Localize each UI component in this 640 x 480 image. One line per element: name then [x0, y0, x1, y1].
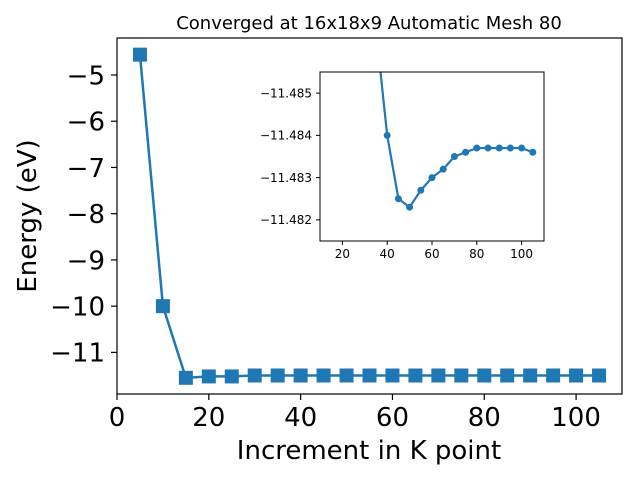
main-xtick-label-0: 0	[109, 403, 126, 433]
inset-point-7	[450, 153, 458, 160]
main-point-9	[339, 368, 354, 383]
main-point-20	[592, 368, 607, 383]
main-point-6	[270, 368, 285, 383]
inset-point-6	[439, 165, 447, 173]
main-point-5	[247, 368, 262, 383]
chart-title: Converged at 16x18x9 Automatic Mesh 80	[176, 13, 562, 34]
main-xtick-label-4: 80	[468, 403, 501, 433]
inset-xtick-label-3: 80	[469, 247, 484, 261]
inset-point-9	[473, 144, 481, 152]
main-frame	[116, 37, 623, 395]
inset-point-13	[518, 144, 526, 152]
inset-point-11	[495, 144, 503, 152]
inset-point-8	[462, 148, 470, 156]
main-point-1	[155, 299, 170, 314]
inset-point-14	[529, 148, 537, 156]
inset-xtick-label-1: 40	[380, 247, 395, 261]
main-point-3	[201, 369, 216, 384]
main-xtick-label-5: 100	[551, 403, 601, 433]
main-series-0	[132, 47, 607, 385]
main-point-7	[293, 368, 308, 383]
main-plot: 0 20 40 60 80 100 −5 −6 −7 −8 −9 −10 −11	[50, 37, 623, 433]
main-point-0	[132, 47, 147, 62]
inset-frame	[319, 71, 545, 242]
main-ytick-label-6: −11	[50, 339, 105, 369]
inset-point-2	[394, 195, 402, 203]
main-series-line	[138, 54, 600, 380]
inset-series-line	[379, 72, 534, 209]
main-ytick-label-5: −10	[50, 293, 105, 323]
main-point-17	[523, 368, 538, 383]
main-point-4	[224, 369, 239, 384]
main-point-2	[178, 370, 193, 385]
inset-point-4	[417, 186, 425, 194]
main-point-19	[569, 368, 584, 383]
main-point-13	[431, 368, 446, 383]
inset-plot: 20 40 60 80 100 −11.482 −11.483 −11.484 −11.485	[260, 71, 545, 261]
inset-xtick-label-4: 100	[510, 247, 533, 261]
main-point-15	[477, 368, 492, 383]
main-xtick-label-1: 20	[192, 403, 225, 433]
inset-point-5	[428, 174, 436, 182]
inset-ytick-label-1: −11.483	[260, 171, 312, 185]
main-ytick-label-4: −9	[67, 246, 105, 276]
inset-point-3	[406, 203, 414, 211]
inset-ytick-label-2: −11.484	[260, 129, 312, 143]
main-xtick-label-2: 40	[284, 403, 317, 433]
main-point-8	[316, 368, 331, 383]
main-point-18	[546, 368, 561, 383]
inset-series-0	[379, 72, 537, 211]
inset-point-1	[383, 131, 391, 139]
main-point-12	[408, 368, 423, 383]
inset-xtick-label-2: 60	[424, 247, 439, 261]
inset-point-10	[484, 144, 492, 152]
main-ytick-label-1: −6	[67, 108, 105, 138]
main-point-11	[385, 368, 400, 383]
inset-point-12	[506, 144, 514, 152]
main-ytick-label-0: −5	[67, 61, 105, 91]
inset-xtick-label-0: 20	[335, 247, 350, 261]
main-point-10	[362, 368, 377, 383]
x-axis-label: Increment in K point	[237, 436, 501, 466]
main-ytick-label-2: −7	[67, 154, 105, 184]
main-point-14	[454, 368, 469, 383]
y-axis-label: Energy (eV)	[13, 139, 43, 292]
inset-ytick-label-0: −11.482	[260, 213, 312, 227]
main-xtick-label-3: 60	[376, 403, 409, 433]
inset-ytick-label-3: −11.485	[260, 86, 312, 100]
main-ytick-label-3: −8	[67, 200, 105, 230]
main-point-16	[500, 368, 515, 383]
